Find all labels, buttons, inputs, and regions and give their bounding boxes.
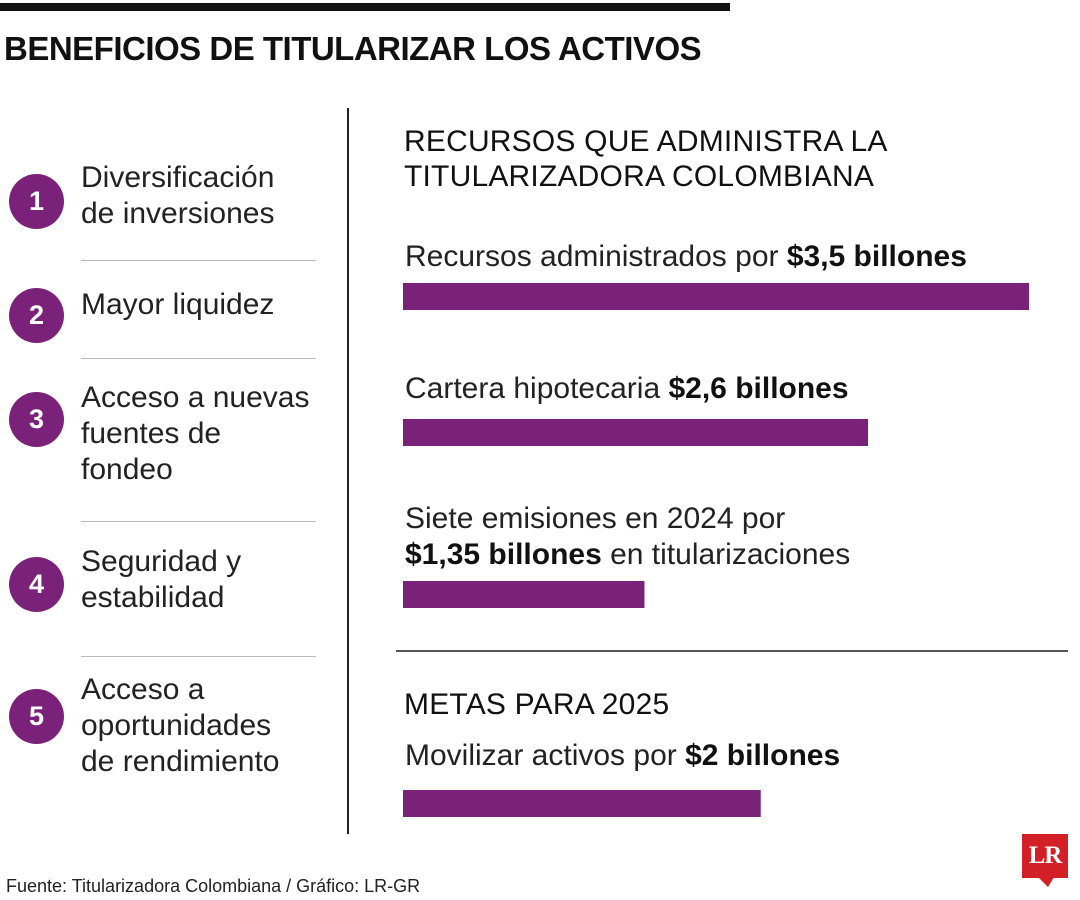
section-divider: [396, 650, 1068, 652]
benefit-line: fondeo: [81, 453, 173, 486]
benefit-label: Mayor liquidez: [81, 287, 331, 323]
number-badge: 5: [9, 689, 64, 744]
bar-label-3: Siete emisiones en 2024 por $1,35 billon…: [405, 501, 850, 573]
bar-label-prefix: Recursos administrados por: [405, 240, 787, 273]
benefit-line: de inversiones: [81, 197, 275, 230]
logo-tail: [1038, 877, 1054, 887]
benefit-line: estabilidad: [81, 581, 225, 614]
benefit-line: Seguridad y: [81, 545, 242, 578]
bar-label-suffix: en titularizaciones: [601, 538, 851, 571]
divider: [81, 358, 316, 359]
divider: [81, 521, 316, 522]
number-badge: 1: [9, 174, 64, 229]
section-title-line: RECURSOS QUE ADMINISTRA LA: [404, 125, 888, 158]
bar-value-label: $2 billones: [685, 739, 841, 772]
divider: [81, 260, 316, 261]
benefit-line: Acceso a: [81, 673, 205, 706]
section-title-metas: METAS PARA 2025: [404, 688, 670, 721]
benefit-label: Acceso a oportunidades de rendimiento: [81, 672, 331, 780]
number-badge: 2: [9, 288, 64, 343]
bar-label-prefix: Cartera hipotecaria: [405, 372, 669, 405]
benefit-line: Diversificación: [81, 161, 275, 194]
column-divider: [347, 108, 349, 834]
bar-label-2: Cartera hipotecaria $2,6 billones: [405, 371, 849, 407]
bar-1: [403, 283, 1029, 310]
benefit-label: Seguridad y estabilidad: [81, 544, 331, 616]
benefit-line: Acceso a nuevas: [81, 381, 310, 414]
bar-value-label: $3,5 billones: [786, 240, 967, 273]
divider: [81, 656, 316, 657]
benefit-label: Diversificación de inversiones: [81, 160, 331, 232]
benefit-line: oportunidades: [81, 709, 272, 742]
benefit-line: de rendimiento: [81, 745, 280, 778]
number-badge: 3: [9, 392, 64, 447]
source-note: Fuente: Titularizadora Colombiana / Gráf…: [6, 876, 421, 896]
chart-title: BENEFICIOS DE TITULARIZAR LOS ACTIVOS: [4, 30, 702, 67]
bar-label-prefix: Siete emisiones en 2024 por: [405, 502, 786, 535]
bar-label-prefix: Movilizar activos por: [405, 739, 686, 772]
bar-4: [403, 790, 761, 817]
number-badge: 4: [9, 557, 64, 612]
benefit-line: Mayor liquidez: [81, 288, 275, 321]
bar-label-4: Movilizar activos por $2 billones: [405, 738, 840, 774]
benefit-line: fuentes de: [81, 417, 222, 450]
bar-value-label: $1,35 billones: [405, 538, 602, 571]
bar-label-1: Recursos administrados por $3,5 billones: [405, 239, 967, 275]
bar-3: [403, 581, 645, 608]
bar-2: [403, 419, 869, 446]
section-title-recursos: RECURSOS QUE ADMINISTRA LA TITULARIZADOR…: [404, 124, 888, 194]
benefit-label: Acceso a nuevas fuentes de fondeo: [81, 380, 331, 488]
bar-value-label: $2,6 billones: [668, 372, 849, 405]
top-rule: [0, 3, 730, 11]
section-title-line: TITULARIZADORA COLOMBIANA: [404, 160, 875, 193]
lr-logo: LR: [1022, 834, 1068, 878]
